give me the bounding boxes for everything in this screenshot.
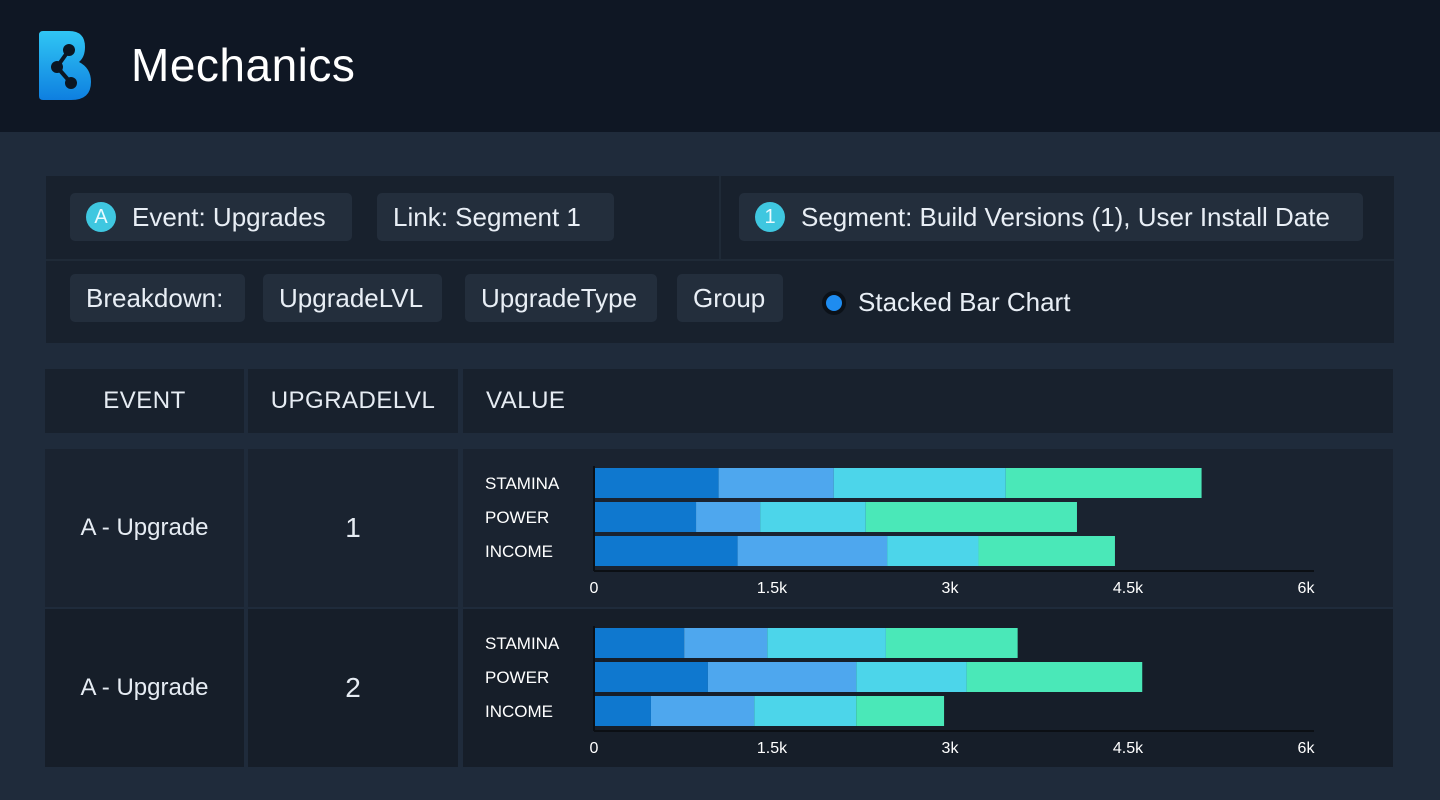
segment-badge: 1	[755, 202, 785, 232]
bar-segment[interactable]	[767, 628, 886, 658]
table-row-level: 1	[248, 449, 458, 607]
bar-segment[interactable]	[594, 662, 708, 692]
bar-segment[interactable]	[978, 536, 1115, 566]
x-tick-label: 0	[590, 580, 599, 597]
column-header-event[interactable]: EVENT	[45, 369, 244, 433]
x-tick-label: 1.5k	[757, 740, 788, 757]
divider	[46, 259, 1394, 261]
stacked-bar-chart: STAMINA POWER INCOME 0 1.5k 3k 4.5k 6k	[485, 626, 1316, 757]
table-row-value: STAMINA POWER INCOME 0 1.5k 3k 4.5k 6k	[463, 449, 1393, 607]
link-chip[interactable]: Link: Segment 1	[377, 193, 614, 241]
bar-segment[interactable]	[718, 468, 834, 498]
bar-segment[interactable]	[594, 502, 697, 532]
bar-segment[interactable]	[737, 536, 888, 566]
x-tick-label: 4.5k	[1113, 580, 1144, 597]
table-row-level: 2	[248, 609, 458, 767]
stacked-bar-chart: STAMINA POWER INCOME 0 1.5k 3k 4.5k 6k	[485, 466, 1316, 597]
category-label: STAMINA	[485, 634, 560, 653]
bar-segment[interactable]	[594, 628, 685, 658]
category-label: POWER	[485, 668, 549, 687]
bar-segment[interactable]	[594, 468, 719, 498]
segment-label: Segment: Build Versions (1), User Instal…	[801, 201, 1330, 232]
category-label: INCOME	[485, 542, 553, 561]
bar-segment[interactable]	[684, 628, 768, 658]
bar-segment[interactable]	[594, 696, 651, 726]
bar-segment[interactable]	[865, 502, 1077, 532]
bar-segment[interactable]	[833, 468, 1006, 498]
x-tick-label: 6k	[1298, 580, 1316, 597]
breakdown-upgradetype-chip[interactable]: UpgradeType	[465, 274, 657, 322]
link-label: Link: Segment 1	[393, 201, 581, 232]
bar-segment[interactable]	[760, 502, 866, 532]
radio-selected-icon	[822, 290, 846, 315]
table-row-value: STAMINA POWER INCOME 0 1.5k 3k 4.5k 6k	[463, 609, 1393, 767]
category-label: INCOME	[485, 702, 553, 721]
category-label: STAMINA	[485, 474, 560, 493]
divider	[719, 176, 721, 259]
x-tick-label: 3k	[942, 580, 960, 597]
bar-segment[interactable]	[856, 662, 967, 692]
app-title: Mechanics	[131, 39, 356, 91]
bar-segment[interactable]	[1005, 468, 1202, 498]
breakdown-label: Breakdown:	[70, 274, 245, 322]
event-chip[interactable]: A Event: Upgrades	[70, 193, 352, 241]
event-label: Event: Upgrades	[132, 201, 326, 232]
x-tick-label: 6k	[1298, 740, 1316, 757]
x-tick-label: 1.5k	[757, 580, 788, 597]
bar-segment[interactable]	[594, 536, 738, 566]
chart-type-label: Stacked Bar Chart	[858, 287, 1071, 317]
x-tick-label: 4.5k	[1113, 740, 1144, 757]
breakdown-group-chip[interactable]: Group	[677, 274, 783, 322]
bar-segment[interactable]	[856, 696, 945, 726]
x-tick-label: 3k	[942, 740, 960, 757]
bar-segment[interactable]	[696, 502, 761, 532]
chart-type-radio[interactable]: Stacked Bar Chart	[822, 287, 1070, 318]
bar-segment[interactable]	[885, 628, 1018, 658]
column-header-value[interactable]: VALUE	[463, 369, 1393, 433]
table-row-event: A - Upgrade	[45, 609, 244, 767]
segment-chip[interactable]: 1 Segment: Build Versions (1), User Inst…	[739, 193, 1363, 241]
query-panel: A Event: Upgrades Link: Segment 1 1 Segm…	[46, 176, 1394, 343]
bar-segment[interactable]	[754, 696, 857, 726]
table-row-event: A - Upgrade	[45, 449, 244, 607]
breakdown-upgradelvl-chip[interactable]: UpgradeLVL	[263, 274, 442, 322]
bar-segment[interactable]	[707, 662, 857, 692]
x-tick-label: 0	[590, 740, 599, 757]
bar-segment[interactable]	[650, 696, 755, 726]
category-label: POWER	[485, 508, 549, 527]
column-header-upgradelvl[interactable]: UPGRADELVL	[248, 369, 458, 433]
event-badge: A	[86, 202, 116, 232]
bar-segment[interactable]	[887, 536, 979, 566]
bar-segment[interactable]	[966, 662, 1143, 692]
top-bar: Mechanics	[0, 0, 1440, 132]
logo-icon[interactable]	[39, 31, 91, 100]
